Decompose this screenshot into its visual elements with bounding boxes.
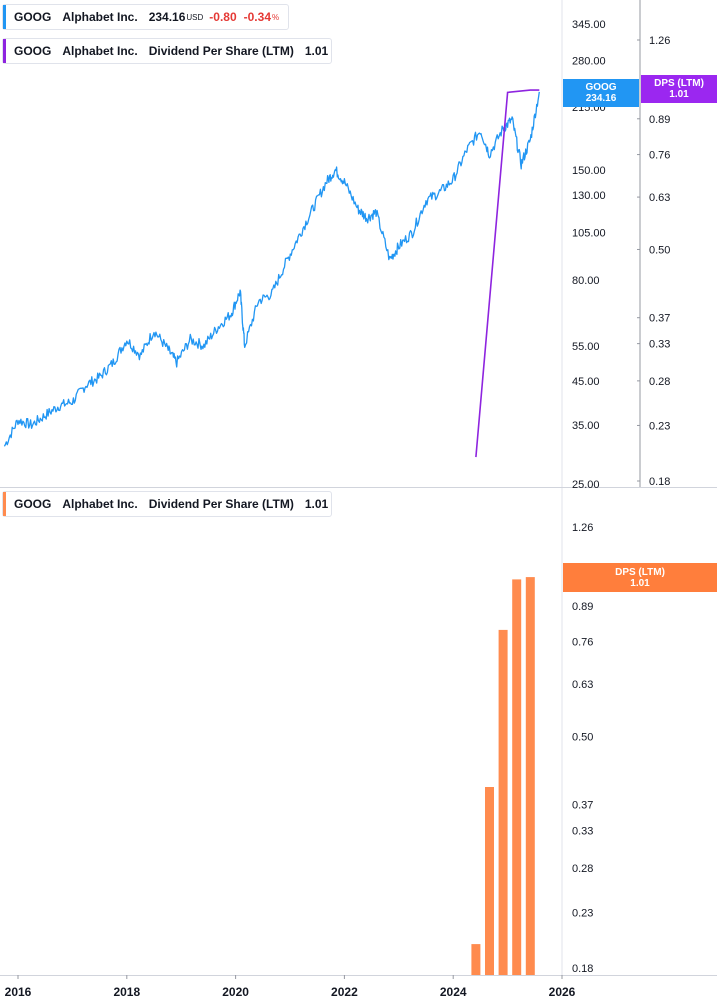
bottom-axis-tick-label: 0.50 — [572, 731, 593, 743]
dps-legend-top-company: Alphabet Inc. — [62, 44, 138, 58]
time-axis-label: 2018 — [113, 985, 140, 999]
price-axis-tick-label: 130.00 — [572, 190, 606, 202]
top-chart-pane[interactable] — [3, 89, 540, 458]
price-legend-price: 234.16 — [148, 10, 186, 24]
dps-tag-top-label: DPS (LTM) — [654, 78, 704, 89]
time-axis-label: 2020 — [222, 985, 249, 999]
dps-legend-top-ticker: GOOG — [14, 44, 52, 58]
bottom-chart-pane[interactable] — [471, 577, 535, 975]
dps-axis-tick-label: 0.28 — [649, 376, 670, 388]
bottom-axis-tick-label: 0.89 — [572, 601, 593, 613]
dps-legend-top-color — [3, 39, 6, 63]
bottom-axis-tick-label: 1.26 — [572, 522, 593, 534]
dps-legend-bottom[interactable]: GOOG Alphabet Inc. Dividend Per Share (L… — [2, 491, 332, 517]
dps-legend-top-metric: Dividend Per Share (LTM) — [148, 44, 294, 58]
price-axis-tick-label: 280.00 — [572, 56, 606, 68]
dps-tag-top-value: 1.01 — [669, 89, 689, 100]
dps-axis-tag-top: DPS (LTM) 1.01 — [641, 75, 717, 103]
dps-bar — [485, 787, 494, 975]
price-legend[interactable]: GOOG Alphabet Inc. 234.16 USD -0.80 -0.3… — [2, 4, 289, 30]
bottom-axis-tick-label: 0.18 — [572, 963, 593, 975]
bottom-axis-tick-label: 0.76 — [572, 637, 593, 649]
dps-series-line — [475, 89, 540, 458]
price-axis-tick-label: 45.00 — [572, 376, 600, 388]
dps-legend-top-value: 1.01 — [304, 44, 329, 58]
dps-tag-bottom-value: 1.01 — [630, 577, 650, 589]
dps-bar — [471, 944, 481, 975]
price-legend-change: -0.80 — [209, 10, 237, 24]
dps-legend-top[interactable]: GOOG Alphabet Inc. Dividend Per Share (L… — [2, 38, 332, 64]
dps-axis-tick-label: 0.76 — [649, 150, 670, 162]
dps-bar — [512, 579, 522, 975]
dps-axis-tick-label: 0.23 — [649, 420, 670, 432]
price-legend-currency: USD — [186, 12, 204, 22]
time-axis-label: 2024 — [440, 985, 467, 999]
bottom-axis-tick-label: 0.28 — [572, 863, 593, 875]
price-tag-value: 234.16 — [585, 93, 617, 104]
dps-axis-tick-label: 0.50 — [649, 244, 670, 256]
price-axis-tick-label: 25.00 — [572, 479, 600, 491]
dps-legend-bottom-value: 1.01 — [304, 497, 329, 511]
price-axis-tick-label: 35.00 — [572, 420, 600, 432]
dps-axis-tick-label: 0.63 — [649, 192, 670, 204]
price-tag-ticker: GOOG — [585, 82, 617, 93]
price-legend-ticker: GOOG — [14, 10, 52, 24]
dps-axis-tick-label: 0.33 — [649, 339, 670, 351]
price-axis-tick-label: 105.00 — [572, 227, 606, 239]
price-axis-tag: GOOG 234.16 — [563, 79, 639, 107]
price-axis-tick-label: 55.00 — [572, 341, 600, 353]
bottom-axis-tick-label: 0.63 — [572, 679, 593, 691]
price-legend-company: Alphabet Inc. — [62, 10, 138, 24]
dps-legend-bottom-metric: Dividend Per Share (LTM) — [148, 497, 294, 511]
price-axis-tick-label: 150.00 — [572, 165, 606, 177]
price-axis-tick-label: 345.00 — [572, 19, 606, 31]
dps-legend-bottom-ticker: GOOG — [14, 497, 52, 511]
dps-legend-bottom-color — [3, 492, 6, 516]
price-axis-tick-label: 80.00 — [572, 275, 600, 287]
dps-bar — [498, 629, 508, 975]
dps-bar — [525, 577, 535, 975]
bottom-axis-tick-label: 0.23 — [572, 907, 593, 919]
bottom-axis-tick-label: 0.33 — [572, 826, 593, 838]
dps-axis-tick-label: 1.26 — [649, 35, 670, 47]
price-legend-change-pct: -0.34 — [243, 10, 271, 24]
dps-axis-tick-label: 0.89 — [649, 114, 670, 126]
bottom-axis-tick-label: 0.37 — [572, 800, 593, 812]
price-legend-color — [3, 5, 6, 29]
dps-axis-tag-bottom: DPS (LTM) 1.01 — [563, 563, 717, 592]
time-axis-label: 2026 — [549, 985, 576, 999]
dps-legend-bottom-company: Alphabet Inc. — [62, 497, 138, 511]
price-series-line — [3, 91, 540, 447]
time-axis-label: 2022 — [331, 985, 358, 999]
price-legend-pct-sign: % — [272, 12, 280, 22]
dps-axis-tick-label: 0.18 — [649, 476, 670, 488]
dps-axis-tick-label: 0.37 — [649, 313, 670, 325]
time-axis-label: 2016 — [5, 985, 32, 999]
dps-tag-bottom-label: DPS (LTM) — [615, 566, 665, 578]
